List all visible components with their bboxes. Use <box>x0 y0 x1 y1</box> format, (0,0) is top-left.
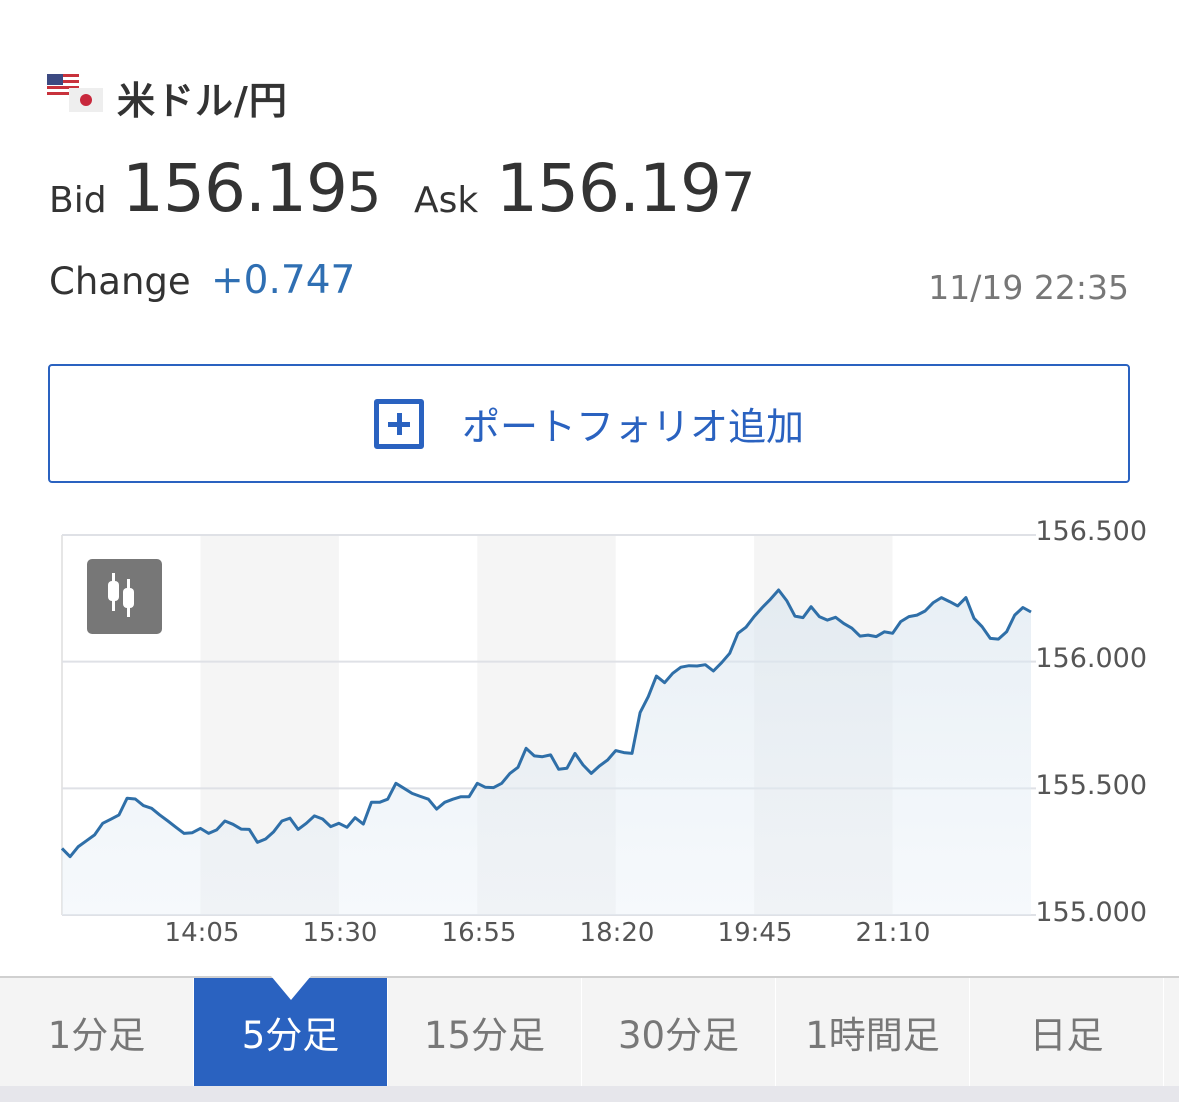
price-area-fill <box>62 590 1031 915</box>
tab-1min[interactable]: 1分足 <box>0 978 194 1086</box>
y-tick-label: 156.500 <box>1035 516 1147 547</box>
currency-pair-title: 米ドル/円 <box>117 79 288 123</box>
y-tick-label: 156.000 <box>1035 643 1147 674</box>
us-jp-flag-icon <box>47 74 103 112</box>
timestamp: 11/19 22:35 <box>928 268 1129 307</box>
x-tick-label: 16:55 <box>441 918 517 948</box>
bid-price-main: 156.19 <box>122 150 348 227</box>
ask-label: Ask <box>414 180 479 221</box>
tab-15min[interactable]: 15分足 <box>388 978 582 1086</box>
change-label: Change <box>49 260 191 303</box>
tab-5min[interactable]: 5分足 <box>194 976 388 1086</box>
change-value: +0.747 <box>211 258 356 303</box>
ask-price-main: 156.19 <box>496 150 722 227</box>
y-tick-label: 155.000 <box>1035 897 1147 928</box>
plus-square-icon <box>373 398 424 449</box>
ask-price-last-digit: 7 <box>720 161 755 224</box>
tab-1hour[interactable]: 1時間足 <box>776 978 970 1086</box>
bid-price: 156.195 <box>122 150 381 227</box>
bid-price-last-digit: 5 <box>346 161 381 224</box>
timeframe-tabs: 1分足 5分足 15分足 30分足 1時間足 日足 <box>0 976 1179 1088</box>
price-line <box>60 588 1032 859</box>
add-portfolio-button[interactable]: ポートフォリオ追加 <box>48 364 1130 483</box>
candlestick-toggle-button[interactable] <box>87 559 162 634</box>
tab-30min[interactable]: 30分足 <box>582 978 776 1086</box>
x-tick-label: 14:05 <box>164 918 240 948</box>
bid-label: Bid <box>49 180 107 221</box>
bottom-bar <box>0 1086 1179 1102</box>
add-portfolio-label: ポートフォリオ追加 <box>461 405 804 449</box>
candlestick-icon <box>108 573 134 617</box>
x-tick-label: 21:10 <box>855 918 931 948</box>
price-chart[interactable] <box>0 520 1179 960</box>
x-tick-label: 19:45 <box>717 918 793 948</box>
ask-price: 156.197 <box>496 150 755 227</box>
tab-daily[interactable]: 日足 <box>970 978 1164 1086</box>
x-tick-label: 15:30 <box>302 918 378 948</box>
x-tick-label: 18:20 <box>579 918 655 948</box>
y-tick-label: 155.500 <box>1035 770 1147 801</box>
